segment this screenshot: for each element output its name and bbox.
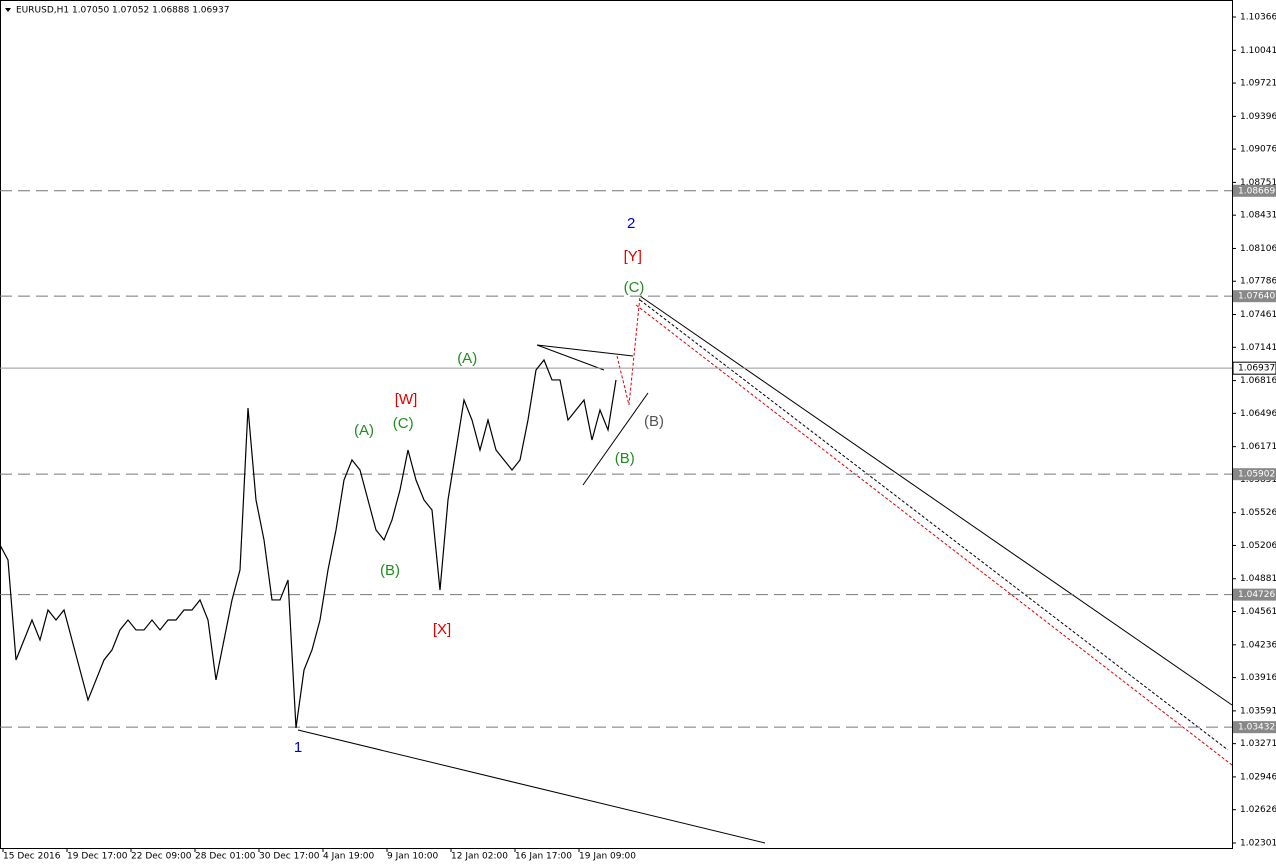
y-tick-label: 1.04881: [1240, 574, 1276, 584]
price-line: [0, 358, 617, 729]
wave-label: (C): [624, 279, 645, 296]
wave-label: 1: [294, 739, 302, 756]
level-label-box: [1233, 588, 1276, 601]
y-tick-label: 1.06496: [1240, 409, 1276, 419]
y-tick-label: 1.08106: [1240, 244, 1276, 254]
wave-label: (A): [457, 350, 477, 367]
trendline: [639, 295, 1233, 706]
chart-title: EURUSD,H1 1.07050 1.07052 1.06888 1.0693…: [16, 6, 229, 16]
wave-label: [Y]: [624, 248, 642, 265]
level-label-box: [1233, 721, 1276, 734]
x-tick-label: 15 Dec 2016: [3, 852, 61, 862]
projection: [616, 295, 641, 406]
level-label: 1.07640: [1238, 292, 1275, 302]
y-tick-label: 1.04236: [1240, 640, 1276, 650]
triangle-line: [536, 344, 634, 357]
wave-label: 2: [627, 215, 635, 232]
y-tick-label: 1.02626: [1240, 805, 1276, 815]
x-tick-label: 28 Dec 01:00: [195, 852, 256, 862]
x-tick-label: 30 Dec 17:00: [259, 852, 320, 862]
y-tick-label: 1.10041: [1240, 46, 1276, 56]
trendline: [639, 299, 1229, 751]
x-tick-label: 19 Jan 09:00: [579, 852, 636, 862]
wave-label: [W]: [395, 391, 418, 408]
y-tick-label: 1.09721: [1240, 79, 1276, 89]
y-tick-label: 1.07461: [1240, 310, 1276, 320]
y-tick-label: 1.06171: [1240, 442, 1276, 452]
y-tick-label: 1.03591: [1240, 706, 1276, 716]
plot-frame: [0, 0, 1233, 849]
level-label: 1.05902: [1238, 470, 1275, 480]
trendline: [297, 729, 766, 844]
level-label-box: [1233, 184, 1276, 197]
y-tick-label: 1.09076: [1240, 145, 1276, 155]
level-label-box: [1233, 290, 1276, 303]
level-label: 1.03432: [1238, 723, 1275, 733]
x-tick-label: 19 Dec 17:00: [67, 852, 128, 862]
wave-label: [X]: [433, 621, 451, 638]
menu-arrow: [5, 8, 11, 12]
x-tick-label: 12 Jan 02:00: [451, 852, 508, 862]
y-tick-label: 1.08431: [1240, 211, 1276, 221]
y-tick-label: 1.07141: [1240, 343, 1276, 353]
y-tick-label: 1.02301: [1240, 838, 1276, 848]
y-tick-label: 1.03916: [1240, 673, 1276, 683]
y-tick-label: 1.04561: [1240, 607, 1276, 617]
y-tick-label: 1.05526: [1240, 508, 1276, 518]
y-tick-label: 1.06816: [1240, 376, 1276, 386]
level-label: 1.06937: [1238, 364, 1275, 374]
wave-label: (B): [615, 450, 635, 467]
y-tick-label: 1.09396: [1240, 112, 1276, 122]
level-label: 1.04726: [1238, 590, 1275, 600]
y-tick-label: 1.10366: [1240, 13, 1276, 23]
wave-label: (B): [380, 562, 400, 579]
x-tick-label: 22 Dec 09:00: [131, 852, 192, 862]
trendlines: [297, 295, 1233, 844]
wave-label: (C): [393, 415, 414, 432]
triangle-line: [582, 392, 649, 486]
y-tick-label: 1.07786: [1240, 277, 1276, 287]
wave-label: (B): [644, 413, 664, 430]
y-tick-label: 1.05206: [1240, 541, 1276, 551]
x-tick-label: 9 Jan 10:00: [387, 852, 439, 862]
y-tick-label: 1.08751: [1240, 178, 1276, 188]
level-label-box: [1232, 361, 1276, 375]
wave-label: (A): [354, 422, 374, 439]
level-label: 1.08669: [1238, 186, 1275, 196]
triangle-line: [536, 344, 605, 371]
trendline: [635, 304, 1233, 766]
x-tick-label: 4 Jan 19:00: [323, 852, 375, 862]
y-tick-label: 1.02946: [1240, 772, 1276, 782]
x-tick-label: 16 Jan 17:00: [515, 852, 572, 862]
level-label-box: [1233, 468, 1276, 481]
y-tick-label: 1.03271: [1240, 739, 1276, 749]
